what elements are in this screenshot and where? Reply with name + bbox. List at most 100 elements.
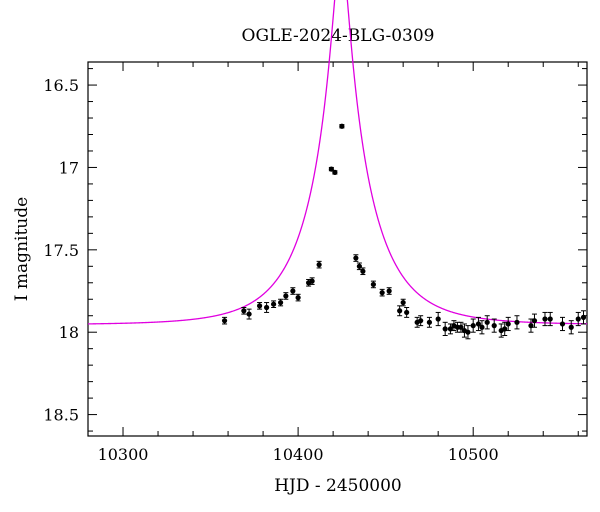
data-point xyxy=(256,302,263,310)
data-marker xyxy=(426,319,433,325)
data-point xyxy=(339,123,345,129)
data-marker xyxy=(470,323,476,329)
data-marker xyxy=(568,324,574,330)
data-point xyxy=(435,311,441,327)
y-tick-label: 18.5 xyxy=(43,406,79,425)
data-point xyxy=(451,320,457,332)
data-marker xyxy=(339,123,345,129)
data-marker xyxy=(397,308,403,314)
data-point xyxy=(528,318,534,333)
data-marker xyxy=(404,309,410,316)
data-marker xyxy=(465,329,471,335)
data-marker xyxy=(316,262,322,268)
data-marker xyxy=(531,318,538,324)
data-point xyxy=(397,305,403,317)
data-point xyxy=(356,262,362,271)
x-tick-label: 10500 xyxy=(448,445,499,464)
data-point xyxy=(531,313,538,328)
y-tick-label: 16.5 xyxy=(43,76,79,95)
data-point xyxy=(542,311,548,327)
y-tick-label: 18 xyxy=(59,323,79,342)
data-marker xyxy=(370,281,376,288)
data-point xyxy=(547,311,553,327)
data-point xyxy=(306,278,312,287)
data-point xyxy=(309,277,315,285)
data-marker xyxy=(309,278,315,284)
data-point xyxy=(332,169,338,175)
data-marker xyxy=(400,299,406,306)
data-marker xyxy=(256,303,263,309)
data-marker xyxy=(277,299,284,306)
y-tick-label: 17.5 xyxy=(43,241,79,260)
data-marker xyxy=(295,295,301,301)
data-marker xyxy=(442,326,448,332)
data-marker xyxy=(458,324,464,330)
data-point xyxy=(470,318,476,333)
data-marker xyxy=(241,308,247,314)
data-marker xyxy=(221,318,228,324)
data-marker xyxy=(418,318,424,324)
data-points-layer xyxy=(221,123,587,340)
data-marker xyxy=(283,293,289,299)
data-point xyxy=(418,315,424,327)
data-point xyxy=(491,318,497,333)
data-marker xyxy=(575,316,581,322)
data-point xyxy=(353,254,359,262)
data-marker xyxy=(360,268,366,274)
data-point xyxy=(290,287,296,295)
data-marker xyxy=(332,169,338,175)
data-marker xyxy=(514,319,520,325)
model-curve xyxy=(87,0,587,325)
data-point xyxy=(400,298,406,307)
data-marker xyxy=(505,321,511,327)
data-point xyxy=(580,310,587,325)
data-marker xyxy=(484,319,490,325)
data-marker xyxy=(547,316,553,322)
data-point xyxy=(559,316,566,332)
chart-title: OGLE-2024-BLG-0309 xyxy=(242,26,435,46)
x-tick-label: 10400 xyxy=(273,445,324,464)
data-point xyxy=(370,280,376,289)
data-point xyxy=(295,293,301,302)
data-point xyxy=(426,316,433,328)
data-point xyxy=(479,320,485,335)
data-point xyxy=(277,298,284,307)
y-axis-label: I magnitude xyxy=(12,197,32,301)
data-point xyxy=(316,260,322,269)
data-point xyxy=(283,292,289,300)
data-point xyxy=(386,287,392,295)
data-point xyxy=(458,321,464,333)
data-point xyxy=(568,320,574,335)
x-axis-label: HJD - 2450000 xyxy=(274,476,402,496)
data-point xyxy=(505,316,511,332)
data-marker xyxy=(263,304,270,311)
data-point xyxy=(379,288,385,297)
x-tick-label: 10300 xyxy=(98,445,149,464)
data-marker xyxy=(353,255,359,261)
data-marker xyxy=(290,288,296,294)
data-marker xyxy=(475,321,482,327)
data-marker xyxy=(580,314,587,320)
data-marker xyxy=(270,301,277,307)
data-point xyxy=(475,316,482,332)
data-marker xyxy=(491,323,497,329)
data-marker xyxy=(435,316,441,322)
data-marker xyxy=(379,290,385,296)
data-point xyxy=(442,321,448,336)
axis-ticks: 10300 10400 10500 16.5 17 17.5 18 18.5 xyxy=(43,62,587,464)
data-point xyxy=(241,306,247,315)
data-point xyxy=(246,308,252,320)
data-point xyxy=(484,315,490,330)
y-tick-label: 17 xyxy=(59,158,79,177)
data-marker xyxy=(559,321,566,327)
data-point xyxy=(404,306,410,318)
data-point xyxy=(263,302,270,313)
data-point xyxy=(465,325,471,340)
data-marker xyxy=(542,316,548,322)
data-marker xyxy=(246,311,252,317)
data-point xyxy=(221,316,228,325)
model-curve-layer xyxy=(87,0,587,325)
data-point xyxy=(514,315,520,330)
data-marker xyxy=(386,288,392,294)
